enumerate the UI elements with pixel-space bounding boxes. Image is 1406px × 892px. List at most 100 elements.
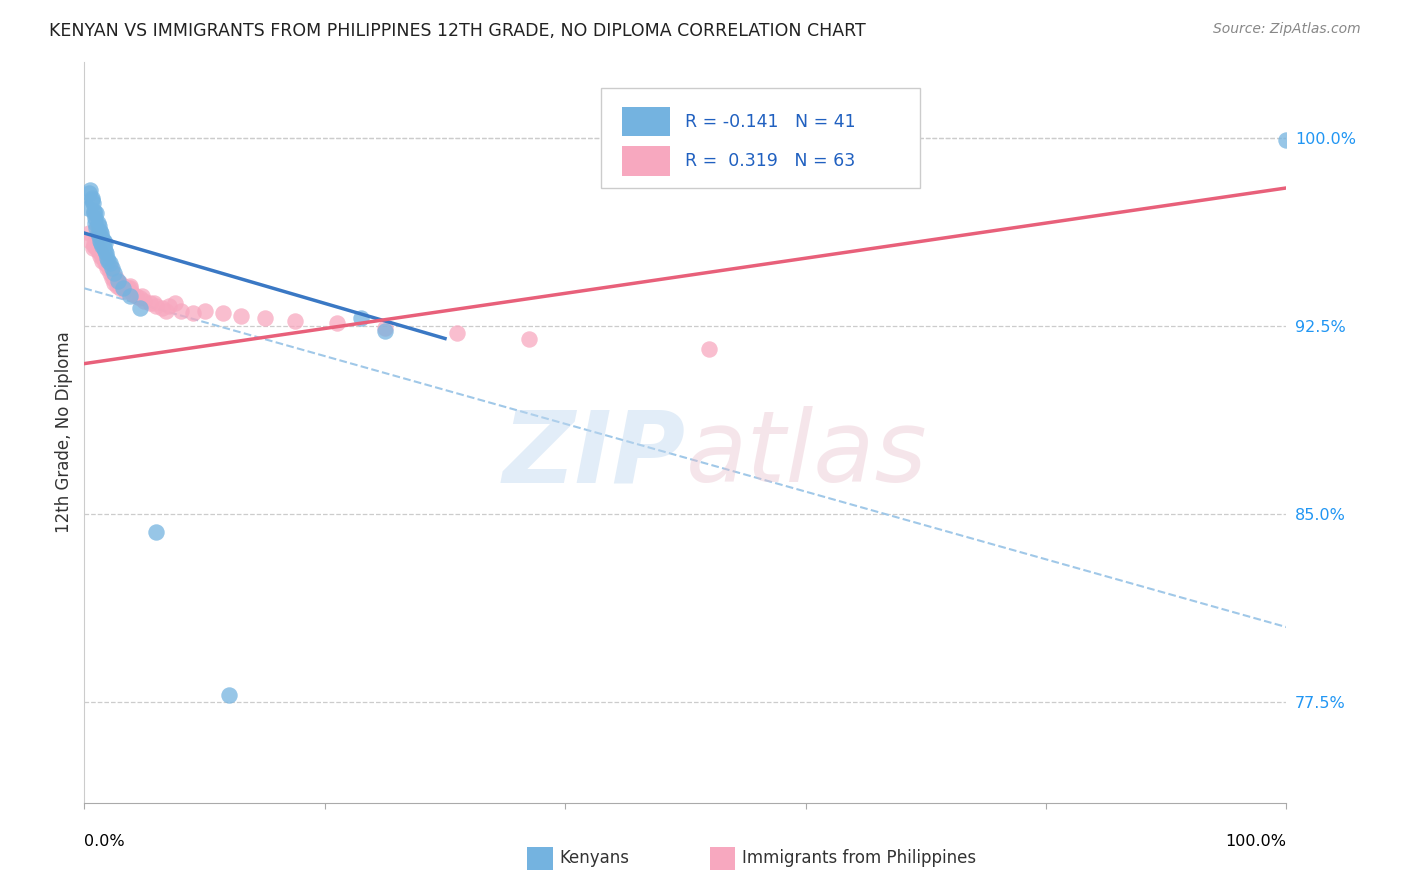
- Point: [139, 296, 162, 310]
- Point: [152, 301, 174, 316]
- Point: [111, 281, 134, 295]
- Point: [155, 304, 177, 318]
- Point: [97, 253, 120, 268]
- Point: [90, 226, 112, 240]
- FancyBboxPatch shape: [602, 88, 920, 188]
- Point: [98, 266, 121, 280]
- Point: [90, 246, 112, 260]
- Point: [86, 226, 108, 240]
- Point: [128, 301, 150, 316]
- Text: KENYAN VS IMMIGRANTS FROM PHILIPPINES 12TH GRADE, NO DIPLOMA CORRELATION CHART: KENYAN VS IMMIGRANTS FROM PHILIPPINES 12…: [49, 22, 866, 40]
- Point: [163, 296, 186, 310]
- Point: [110, 277, 132, 291]
- Point: [80, 191, 103, 205]
- Point: [97, 259, 120, 273]
- Point: [94, 256, 117, 270]
- Point: [710, 133, 733, 147]
- Point: [89, 244, 111, 258]
- Point: [118, 281, 141, 295]
- Point: [91, 253, 114, 268]
- Bar: [621, 146, 669, 176]
- Point: [89, 234, 111, 248]
- Point: [326, 317, 349, 331]
- Point: [91, 231, 114, 245]
- Point: [94, 236, 117, 251]
- Point: [107, 277, 129, 291]
- Point: [128, 291, 150, 305]
- Point: [96, 251, 118, 265]
- Point: [100, 264, 122, 278]
- Point: [194, 304, 217, 318]
- Point: [103, 277, 125, 291]
- Text: Immigrants from Philippines: Immigrants from Philippines: [742, 849, 977, 867]
- Text: Source: ZipAtlas.com: Source: ZipAtlas.com: [1213, 22, 1361, 37]
- Point: [114, 284, 136, 298]
- Point: [79, 234, 101, 248]
- Point: [83, 203, 105, 218]
- Point: [211, 306, 233, 320]
- Point: [87, 228, 110, 243]
- Point: [110, 281, 132, 295]
- Point: [134, 293, 156, 308]
- Point: [143, 296, 166, 310]
- Point: [101, 271, 124, 285]
- Point: [145, 524, 167, 539]
- Point: [82, 196, 104, 211]
- Point: [77, 201, 100, 215]
- Text: 100.0%: 100.0%: [1226, 834, 1286, 849]
- Point: [103, 266, 125, 280]
- Point: [145, 299, 167, 313]
- Point: [94, 244, 117, 258]
- Point: [284, 314, 307, 328]
- Y-axis label: 12th Grade, No Diploma: 12th Grade, No Diploma: [55, 332, 73, 533]
- Point: [374, 321, 396, 335]
- Point: [87, 219, 110, 233]
- Point: [117, 281, 139, 295]
- Point: [517, 331, 540, 345]
- Text: 0.0%: 0.0%: [84, 834, 125, 849]
- Point: [446, 326, 468, 341]
- Point: [699, 342, 721, 356]
- Point: [86, 221, 108, 235]
- Text: Kenyans: Kenyans: [560, 849, 630, 867]
- Point: [91, 238, 114, 252]
- Text: R = -0.141   N = 41: R = -0.141 N = 41: [686, 112, 856, 130]
- Point: [94, 253, 117, 268]
- Point: [350, 311, 373, 326]
- Text: ZIP: ZIP: [502, 407, 686, 503]
- Point: [90, 236, 112, 251]
- Point: [118, 278, 141, 293]
- Point: [107, 274, 129, 288]
- Point: [103, 268, 125, 283]
- Point: [82, 241, 104, 255]
- Point: [86, 231, 108, 245]
- Point: [111, 278, 134, 293]
- Point: [93, 251, 115, 265]
- Point: [83, 206, 105, 220]
- Point: [218, 688, 240, 702]
- Point: [89, 224, 111, 238]
- Point: [93, 234, 115, 248]
- Point: [91, 249, 114, 263]
- Point: [80, 194, 103, 208]
- Point: [181, 306, 204, 320]
- Point: [93, 241, 115, 255]
- Point: [169, 304, 191, 318]
- Point: [101, 261, 124, 276]
- Point: [94, 253, 117, 268]
- Point: [83, 238, 105, 252]
- Point: [157, 299, 180, 313]
- Point: [118, 289, 141, 303]
- Point: [125, 289, 148, 303]
- Point: [84, 216, 107, 230]
- Bar: [621, 107, 669, 136]
- Point: [84, 238, 107, 252]
- Point: [374, 324, 396, 338]
- Point: [103, 271, 125, 285]
- Point: [86, 244, 108, 258]
- Point: [86, 236, 108, 251]
- Point: [96, 261, 118, 276]
- Point: [77, 186, 100, 200]
- Point: [87, 241, 110, 255]
- Point: [86, 216, 108, 230]
